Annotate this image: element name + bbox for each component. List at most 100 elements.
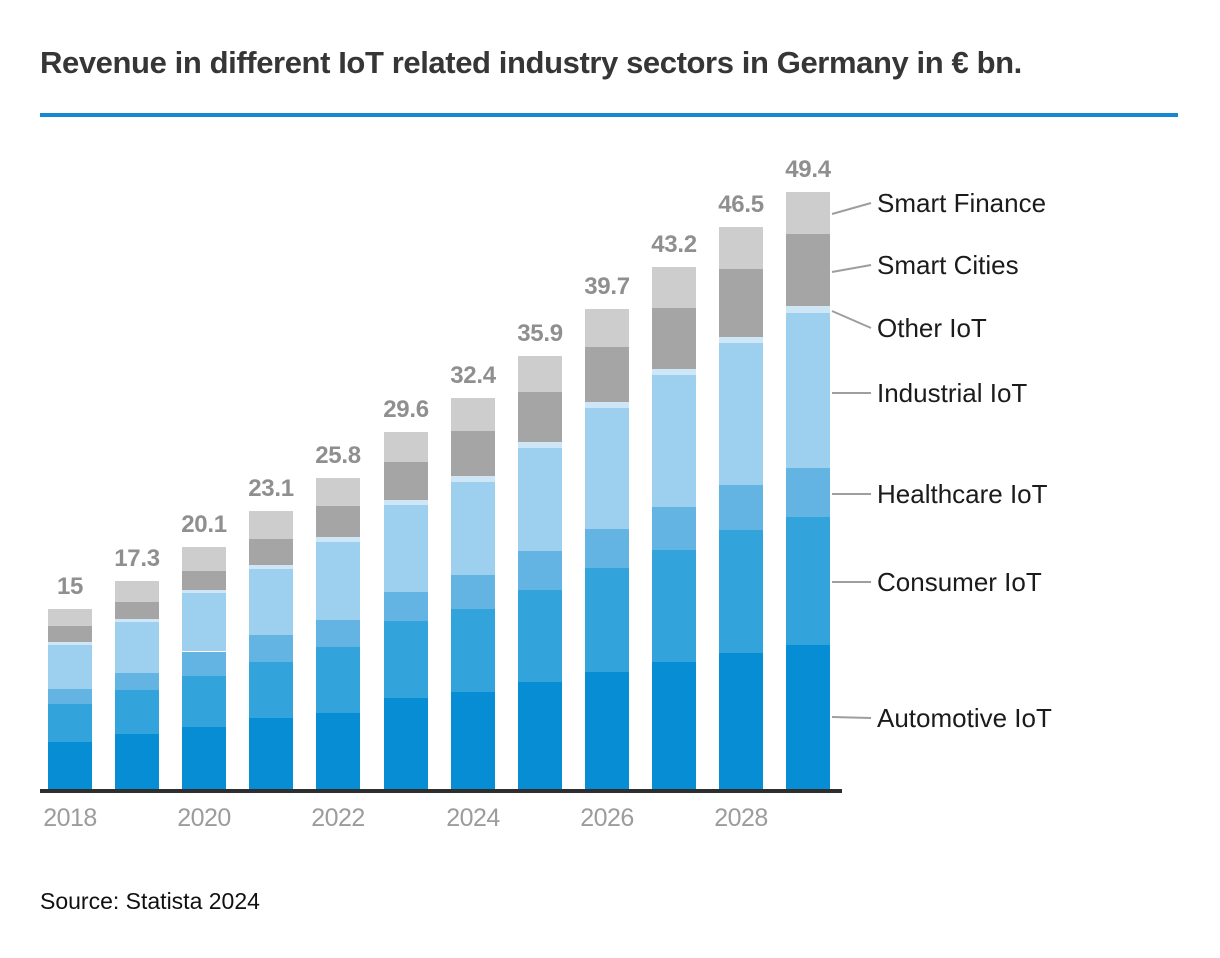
- bar-total-label-2029: 49.4: [785, 155, 831, 183]
- bar-segment-2025-smart-finance: [518, 355, 562, 392]
- bar-segment-2023-consumer-iot: [384, 621, 428, 698]
- bar-total-label-2026: 39.7: [584, 273, 630, 301]
- bar-segment-2019-consumer-iot: [115, 690, 159, 734]
- x-tick-label-2020: 2020: [177, 804, 231, 832]
- bar-segment-2028-healthcare-iot: [719, 485, 763, 531]
- bar-segment-2022-industrial-iot: [316, 542, 360, 620]
- legend-label-other-iot: Other IoT: [877, 313, 987, 343]
- bar-segment-2029-smart-finance: [786, 191, 830, 235]
- legend-label-smart-finance: Smart Finance: [877, 188, 1047, 218]
- bar-segment-2029-smart-cities: [786, 234, 830, 306]
- bar-segment-2019-industrial-iot: [115, 622, 159, 674]
- bar-segment-2022-automotive-iot: [316, 713, 360, 791]
- bar-segment-2019-healthcare-iot: [115, 673, 159, 691]
- bar-segment-2028-smart-cities: [719, 269, 763, 338]
- bar-total-label-2019: 17.3: [114, 545, 160, 573]
- bar-segment-2028-smart-finance: [719, 226, 763, 270]
- bar-segment-2025-healthcare-iot: [518, 550, 562, 590]
- bar-segment-2025-consumer-iot: [518, 589, 562, 682]
- title-divider-rule: [40, 113, 1178, 117]
- bar-total-label-2025: 35.9: [517, 319, 563, 347]
- bar-total-label-2028: 46.5: [718, 190, 764, 218]
- bar-segment-2024-smart-cities: [451, 430, 495, 476]
- bar-segment-2028-consumer-iot: [719, 530, 763, 653]
- bar-segment-2018-industrial-iot: [48, 645, 92, 690]
- bar-segment-2020-other-iot: [182, 589, 226, 594]
- x-tick-label-2024: 2024: [446, 804, 500, 832]
- bar-segment-2027-automotive-iot: [652, 662, 696, 791]
- x-tick-label-2022: 2022: [311, 804, 365, 832]
- bar-segment-2020-automotive-iot: [182, 726, 226, 791]
- bar-segment-2028-automotive-iot: [719, 652, 763, 791]
- legend-label-healthcare-iot: Healthcare IoT: [877, 479, 1048, 509]
- bar-segment-2024-healthcare-iot: [451, 575, 495, 610]
- bar-segment-2022-other-iot: [316, 537, 360, 543]
- bar-segment-2024-automotive-iot: [451, 691, 495, 791]
- bar-segment-2020-smart-cities: [182, 571, 226, 590]
- x-axis-line: [40, 789, 842, 793]
- bar-segment-2027-healthcare-iot: [652, 507, 696, 550]
- bar-segment-2023-smart-cities: [384, 462, 428, 500]
- bar-segment-2029-industrial-iot: [786, 313, 830, 469]
- bar-segment-2023-healthcare-iot: [384, 592, 428, 622]
- bar-segment-2023-industrial-iot: [384, 504, 428, 593]
- bar-segment-2026-smart-finance: [585, 309, 629, 348]
- bar-segment-2028-other-iot: [719, 337, 763, 344]
- bar-total-label-2024: 32.4: [450, 361, 496, 389]
- x-tick-label-2018: 2018: [43, 804, 97, 832]
- bar-segment-2025-industrial-iot: [518, 447, 562, 551]
- bar-segment-2023-automotive-iot: [384, 697, 428, 791]
- bar-segment-2020-industrial-iot: [182, 593, 226, 652]
- bar-segment-2021-consumer-iot: [249, 662, 293, 719]
- bar-total-label-2018: 15: [56, 573, 84, 601]
- bar-segment-2026-automotive-iot: [585, 672, 629, 791]
- bar-segment-2028-industrial-iot: [719, 343, 763, 486]
- source-note: Source: Statista 2024: [40, 888, 260, 914]
- bar-segment-2018-automotive-iot: [48, 742, 92, 791]
- bar-segment-2027-smart-finance: [652, 266, 696, 309]
- bar-segment-2021-smart-finance: [249, 510, 293, 539]
- bar-segment-2021-other-iot: [249, 565, 293, 569]
- bar-segment-2020-consumer-iot: [182, 675, 226, 727]
- leader-line-smart-cities: [831, 264, 872, 273]
- bar-segment-2025-automotive-iot: [518, 681, 562, 791]
- bar-segment-2025-other-iot: [518, 441, 562, 448]
- bar-segment-2022-healthcare-iot: [316, 619, 360, 647]
- bar-segment-2029-healthcare-iot: [786, 468, 830, 517]
- bar-segment-2026-smart-cities: [585, 347, 629, 402]
- bar-total-label-2020: 20.1: [181, 511, 227, 539]
- bar-segment-2022-smart-finance: [316, 478, 360, 506]
- bar-segment-2019-other-iot: [115, 618, 159, 623]
- bar-total-label-2027: 43.2: [651, 230, 697, 258]
- bar-segment-2024-smart-finance: [451, 397, 495, 431]
- bar-segment-2027-smart-cities: [652, 308, 696, 369]
- bar-segment-2019-smart-finance: [115, 581, 159, 602]
- legend-label-smart-cities: Smart Cities: [877, 250, 1019, 280]
- bar-segment-2024-other-iot: [451, 475, 495, 482]
- bar-segment-2026-healthcare-iot: [585, 528, 629, 568]
- bar-segment-2029-consumer-iot: [786, 516, 830, 646]
- bar-segment-2029-other-iot: [786, 305, 830, 314]
- x-tick-label-2028: 2028: [714, 804, 768, 832]
- bar-segment-2023-smart-finance: [384, 431, 428, 463]
- bar-segment-2021-industrial-iot: [249, 569, 293, 635]
- bar-segment-2022-smart-cities: [316, 505, 360, 538]
- legend-label-industrial-iot: Industrial IoT: [877, 378, 1028, 408]
- bar-segment-2018-smart-finance: [48, 609, 92, 627]
- bar-segment-2019-smart-cities: [115, 601, 159, 619]
- leader-line-other-iot: [831, 310, 872, 329]
- leader-line-smart-finance: [831, 202, 872, 215]
- bar-segment-2022-consumer-iot: [316, 646, 360, 714]
- bar-segment-2025-smart-cities: [518, 391, 562, 442]
- bar-segment-2027-other-iot: [652, 368, 696, 375]
- bar-segment-2021-smart-cities: [249, 538, 293, 566]
- bar-segment-2020-healthcare-iot: [182, 651, 226, 676]
- bar-total-label-2022: 25.8: [315, 442, 361, 470]
- legend-label-automotive-iot: Automotive IoT: [877, 703, 1052, 733]
- bar-segment-2018-consumer-iot: [48, 703, 92, 743]
- leader-line-automotive-iot: [831, 716, 872, 719]
- bar-segment-2018-other-iot: [48, 641, 92, 646]
- bar-segment-2027-consumer-iot: [652, 549, 696, 663]
- bar-segment-2024-consumer-iot: [451, 609, 495, 692]
